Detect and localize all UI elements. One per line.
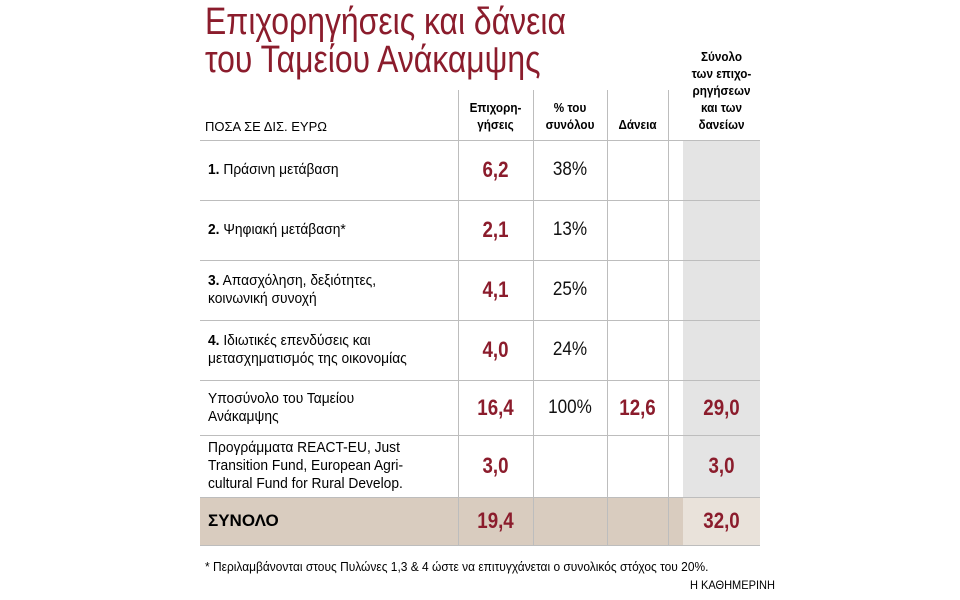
row-label: 3. Απασχόληση, δεξιότητες, bbox=[208, 272, 376, 290]
row-label-text: κοινωνική συνοχή bbox=[208, 290, 317, 307]
row-label-text: cultural Fund for Rural Develop. bbox=[208, 475, 403, 492]
row-divider bbox=[200, 380, 760, 381]
percent-cell: 24% bbox=[552, 339, 588, 360]
row-number: 1. bbox=[208, 161, 220, 178]
row-number: 3. bbox=[208, 272, 220, 289]
row-divider bbox=[200, 320, 760, 321]
column-divider bbox=[458, 90, 459, 545]
footnote: * Περιλαμβάνονται στους Πυλώνες 1,3 & 4 … bbox=[205, 559, 709, 574]
value-cell: 6,2 bbox=[482, 157, 509, 182]
column-header: Επιχορη- bbox=[469, 100, 522, 115]
row-label-text: Ψηφιακή μετάβαση* bbox=[223, 221, 346, 238]
row-label-text: Πράσινη μετάβαση bbox=[223, 161, 339, 178]
column-header: δανείων bbox=[698, 117, 745, 132]
value-cell: 16,4 bbox=[477, 394, 514, 420]
row-divider bbox=[200, 260, 760, 261]
sum-col-bg-total bbox=[683, 497, 760, 545]
value-cell: 4,1 bbox=[482, 277, 509, 302]
row-label-text: μετασχηματισμός της οικονομίας bbox=[208, 350, 407, 367]
row-label: Υποσύνολο του Ταμείου bbox=[208, 390, 354, 408]
column-divider bbox=[668, 90, 669, 545]
row-label: Transition Fund, European Agri- bbox=[208, 457, 403, 475]
row-label: μετασχηματισμός της οικονομίας bbox=[208, 350, 407, 368]
percent-cell: 13% bbox=[552, 219, 588, 240]
row-number: 2. bbox=[208, 221, 220, 238]
percent-cell: 100% bbox=[548, 396, 592, 418]
column-header: ρηγήσεων bbox=[692, 83, 751, 98]
row-label: Προγράμματα REACT-EU, Just bbox=[208, 439, 400, 457]
column-header: των επιχο- bbox=[691, 66, 752, 81]
row-label: 1. Πράσινη μετάβαση bbox=[208, 161, 339, 179]
row-label: 2. Ψηφιακή μετάβαση* bbox=[208, 221, 346, 239]
row-label-text: Ανάκαμψης bbox=[208, 407, 279, 425]
value-cell: 29,0 bbox=[703, 394, 740, 420]
source: Η ΚΑΘΗΜΕΡΙΝΗ bbox=[689, 578, 775, 592]
percent-cell: 38% bbox=[552, 159, 588, 180]
row-label-text: Ιδιωτικές επενδύσεις και bbox=[223, 332, 371, 349]
percent-cell: 25% bbox=[552, 279, 588, 300]
column-divider bbox=[607, 90, 608, 545]
value-cell: 19,4 bbox=[477, 508, 514, 533]
row-divider bbox=[200, 545, 760, 546]
column-header: γήσεις bbox=[477, 117, 514, 132]
row-label-text: Απασχόληση, δεξιότητες, bbox=[222, 272, 377, 289]
column-header: % του bbox=[553, 100, 587, 115]
unit-label: ΠΟΣΑ ΣΕ ΔΙΣ. ΕΥΡΩ bbox=[205, 119, 327, 134]
column-header: Δάνεια bbox=[618, 117, 657, 132]
value-cell: 2,1 bbox=[482, 217, 509, 242]
column-header: συνόλου bbox=[545, 117, 595, 132]
title-line: Επιχορηγήσεις και δάνεια bbox=[205, 1, 566, 43]
total-bg bbox=[200, 497, 760, 545]
column-header: και των bbox=[700, 100, 743, 115]
row-label-text: Transition Fund, European Agri- bbox=[208, 457, 404, 474]
title-line: του Ταμείου Ανάκαμψης bbox=[205, 39, 541, 81]
row-label: 4. Ιδιωτικές επενδύσεις και bbox=[208, 332, 371, 350]
column-divider bbox=[533, 90, 534, 545]
column-header: Σύνολο bbox=[700, 49, 743, 64]
row-number: 4. bbox=[208, 332, 220, 349]
row-divider bbox=[200, 140, 760, 141]
value-cell: 3,0 bbox=[482, 453, 509, 478]
row-divider bbox=[200, 497, 760, 498]
row-label: κοινωνική συνοχή bbox=[208, 290, 317, 308]
value-cell: 12,6 bbox=[619, 394, 656, 420]
value-cell: 3,0 bbox=[708, 453, 735, 478]
total-label: ΣΥΝΟΛΟ bbox=[208, 511, 279, 530]
row-label-text: Υποσύνολο του Ταμείου bbox=[208, 389, 355, 407]
row-divider bbox=[200, 435, 760, 436]
row-label-text: Προγράμματα REACT-EU, Just bbox=[208, 439, 400, 456]
sum-col-bg bbox=[683, 140, 760, 497]
row-label: Ανάκαμψης bbox=[208, 408, 279, 426]
row-label: cultural Fund for Rural Develop. bbox=[208, 475, 403, 493]
value-cell: 4,0 bbox=[482, 337, 509, 362]
row-divider bbox=[200, 200, 760, 201]
value-cell: 32,0 bbox=[703, 508, 740, 533]
